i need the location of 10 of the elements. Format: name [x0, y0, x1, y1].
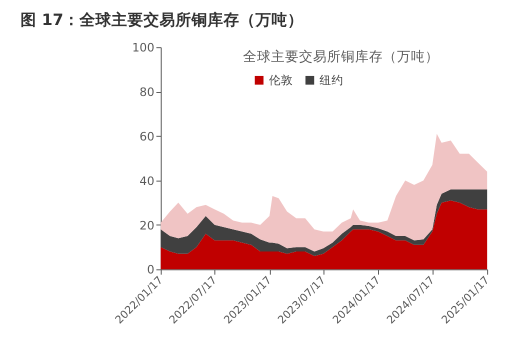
y-tick-label: 100 — [132, 40, 154, 55]
legend-label: 纽约 — [320, 73, 344, 88]
chart-subtitle: 全球主要交易所铜库存（万吨） — [242, 48, 439, 65]
y-tick-label: 80 — [140, 84, 154, 99]
y-tick-label: 40 — [140, 174, 154, 188]
legend-label: 伦敦 — [268, 73, 293, 88]
chart-title: 图 17：全球主要交易所铜库存（万吨） — [20, 10, 304, 29]
y-tick-label: 60 — [140, 129, 154, 144]
y-tick-label: 0 — [146, 262, 154, 277]
y-tick-label: 20 — [140, 218, 154, 232]
